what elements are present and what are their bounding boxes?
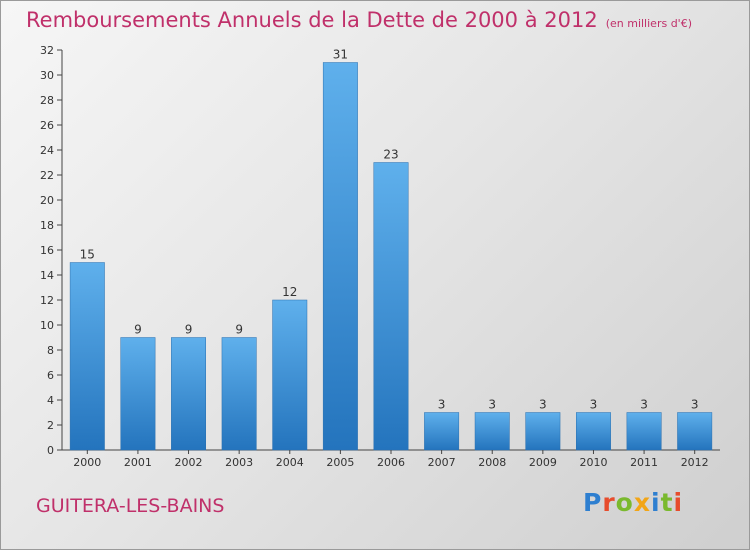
x-tick-label: 2005 [326,456,354,469]
y-tick-label: 18 [40,219,54,232]
y-tick-label: 8 [47,344,54,357]
bar [69,262,105,451]
bars [69,62,713,451]
proxiti-logo: Proxiti [583,488,683,517]
data-label: 9 [185,323,193,337]
data-labels: 15 9 9 9 12 31 23 3 3 3 3 3 3 [80,48,699,412]
data-label: 23 [383,148,398,162]
y-tick-label: 6 [47,369,54,382]
x-tick-label: 2000 [73,456,101,469]
data-label: 31 [333,48,348,62]
logo-letter: i [651,488,661,517]
y-tick-label: 26 [40,119,54,132]
data-label: 3 [640,398,648,412]
bar [626,412,662,451]
x-tick-label: 2003 [225,456,253,469]
logo-letter: i [673,488,684,517]
y-tick-label: 14 [40,269,54,282]
bar [171,337,206,451]
logo-letter: x [633,488,651,517]
chart-subtitle: (en milliers d'€) [605,17,692,30]
x-tick-label: 2010 [579,456,607,469]
bar [424,412,460,451]
bar [576,412,611,451]
bar [474,412,510,451]
y-tick-label: 16 [40,244,54,257]
x-tick-label: 2008 [478,456,506,469]
y-tick-label: 4 [47,394,54,407]
bar [120,337,156,451]
y-tick-label: 30 [40,69,54,82]
bar [272,299,308,451]
logo-letter: o [615,488,634,517]
logo-letter: P [583,488,603,517]
y-tick-label: 22 [40,169,54,182]
y-tick-label: 10 [40,319,54,332]
bar [221,337,257,451]
bar [373,162,409,451]
bar [677,412,713,451]
y-tick-label: 2 [47,419,54,432]
data-label: 3 [488,398,496,412]
y-tick-label: 28 [40,94,54,107]
data-label: 9 [235,323,243,337]
y-tick-label: 20 [40,194,54,207]
data-label: 12 [282,285,297,299]
data-label: 3 [590,398,598,412]
x-tick-label: 2011 [630,456,658,469]
data-label: 15 [80,248,95,262]
data-label: 3 [438,398,446,412]
logo-letter: t [660,488,674,517]
y-tick-label: 24 [40,144,54,157]
chart-title: Remboursements Annuels de la Dette de 20… [26,8,692,32]
x-tick-label: 2009 [529,456,557,469]
y-tick-label: 32 [40,44,54,57]
location-name: GUITERA-LES-BAINS [36,495,225,517]
x-tick-label: 2002 [175,456,203,469]
data-label: 3 [539,398,547,412]
logo-letter: r [602,488,616,517]
data-label: 9 [134,323,142,337]
bar [525,412,561,451]
x-axis-ticks: 2000 2001 2002 2003 2004 2005 2006 2007 2008 2009… [73,450,709,469]
y-tick-label: 0 [47,444,54,457]
data-label: 3 [691,398,699,412]
x-tick-label: 2004 [276,456,304,469]
bar [322,62,358,451]
y-tick-label: 12 [40,294,54,307]
x-tick-label: 2006 [377,456,405,469]
x-tick-label: 2012 [681,456,709,469]
x-tick-label: 2007 [428,456,456,469]
x-tick-label: 2001 [124,456,152,469]
